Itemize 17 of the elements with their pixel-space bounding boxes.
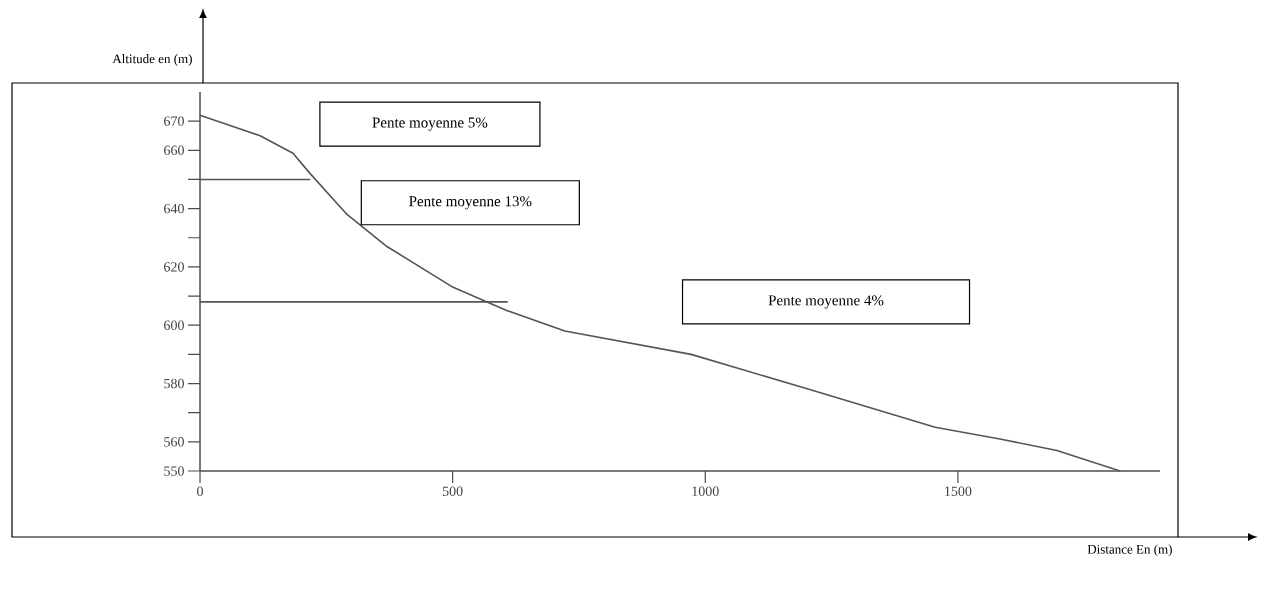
x-tick-label: 0 — [197, 486, 203, 496]
y-tick-label: 670 — [164, 116, 184, 126]
x-axis-title: Distance En (m) — [1087, 544, 1172, 557]
y-tick-label: 580 — [164, 378, 184, 389]
annotation: Pente moyenne 4% — [768, 295, 884, 309]
annotation: Pente moyenne 5% — [372, 117, 488, 131]
y-tick-label: 660 — [164, 145, 184, 156]
x-tick-label: 1500 — [945, 486, 972, 496]
x-tick-label: 1000 — [692, 486, 719, 496]
y-axis-title: Altitude en (m) — [112, 54, 192, 66]
y-tick-label: 620 — [164, 262, 184, 272]
x-tick-label: 500 — [442, 486, 463, 496]
annotation: Pente moyenne 13% — [409, 196, 532, 210]
y-tick-label: 560 — [164, 437, 184, 447]
y-tick-label: 600 — [164, 320, 184, 330]
y-tick-label: 640 — [164, 203, 184, 214]
y-tick-label: 550 — [164, 466, 184, 476]
